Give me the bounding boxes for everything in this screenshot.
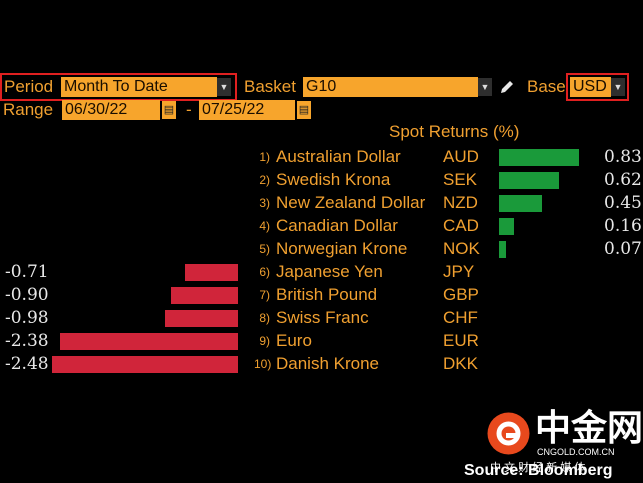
currency-name: Swiss Franc bbox=[276, 308, 369, 327]
brand-logo-icon bbox=[487, 412, 530, 455]
currency-name: British Pound bbox=[276, 285, 378, 304]
bar-value-label: 0.16 bbox=[604, 216, 642, 236]
range-separator: - bbox=[186, 100, 192, 119]
currency-code: DKK bbox=[443, 354, 478, 373]
currency-name: Euro bbox=[276, 331, 312, 350]
bar-value-label: 0.83 bbox=[604, 147, 642, 167]
bar-value-label: -0.90 bbox=[5, 285, 49, 305]
bar bbox=[499, 241, 506, 258]
bar-value-label: 0.07 bbox=[604, 239, 642, 259]
currency-code: CHF bbox=[443, 308, 478, 327]
calendar-end-icon[interactable]: ▤ bbox=[297, 101, 311, 119]
currency-name: Japanese Yen bbox=[276, 262, 383, 281]
period-label: Period bbox=[4, 77, 54, 96]
row-rank: 8) bbox=[259, 311, 270, 325]
currency-code: EUR bbox=[443, 331, 479, 350]
currency-code: NOK bbox=[443, 239, 480, 258]
row-rank: 10) bbox=[254, 357, 272, 371]
currency-code: NZD bbox=[443, 193, 478, 212]
base-dropdown-icon[interactable]: ▼ bbox=[611, 78, 625, 96]
brand-tagline: 中 文 财 经 新 媒 体 bbox=[490, 462, 586, 474]
bar bbox=[499, 149, 579, 166]
currency-name: Danish Krone bbox=[276, 354, 380, 373]
basket-label: Basket bbox=[244, 77, 296, 96]
bar-value-label: -0.98 bbox=[5, 308, 49, 328]
currency-code: SEK bbox=[443, 170, 478, 189]
bar-value-label: 0.45 bbox=[604, 193, 642, 213]
range-end-input[interactable]: 07/25/22 bbox=[199, 100, 295, 120]
calendar-start-icon[interactable]: ▤ bbox=[162, 101, 176, 119]
bar bbox=[184, 264, 238, 281]
bar bbox=[59, 333, 238, 350]
brand-name: 中金网 bbox=[535, 407, 643, 448]
period-select[interactable]: Month To Date bbox=[61, 77, 217, 97]
bar-value-label: -2.38 bbox=[5, 331, 49, 351]
currency-name: Norwegian Krone bbox=[276, 239, 408, 258]
currency-code: JPY bbox=[443, 262, 475, 281]
row-rank: 4) bbox=[259, 219, 270, 233]
currency-code: CAD bbox=[443, 216, 479, 235]
currency-code: AUD bbox=[443, 147, 479, 166]
currency-name: Australian Dollar bbox=[276, 147, 401, 166]
bar bbox=[499, 218, 515, 235]
range-label: Range bbox=[3, 100, 54, 119]
basket-select[interactable]: G10 bbox=[303, 77, 478, 97]
brand-logo bbox=[486, 411, 531, 456]
row-rank: 5) bbox=[259, 242, 270, 256]
bar-value-label: -0.71 bbox=[5, 262, 49, 282]
row-rank: 7) bbox=[259, 288, 270, 302]
bar bbox=[170, 287, 238, 304]
bar bbox=[499, 172, 559, 189]
row-rank: 2) bbox=[259, 173, 270, 187]
base-control bbox=[566, 73, 629, 101]
base-label: Base bbox=[527, 77, 566, 96]
row-rank: 6) bbox=[259, 265, 270, 279]
brand-domain: CNGOLD.COM.CN bbox=[537, 447, 615, 457]
period-dropdown-icon[interactable]: ▼ bbox=[217, 78, 231, 96]
row-rank: 3) bbox=[259, 196, 270, 210]
pencil-icon[interactable] bbox=[499, 79, 515, 95]
currency-name: New Zealand Dollar bbox=[276, 193, 426, 212]
bar bbox=[164, 310, 238, 327]
bar-value-label: 0.62 bbox=[604, 170, 642, 190]
currency-name: Canadian Dollar bbox=[276, 216, 398, 235]
source-credit: Source: Bloomberg bbox=[464, 462, 613, 479]
range-start-input[interactable]: 06/30/22 bbox=[62, 100, 160, 120]
base-select[interactable]: USD bbox=[570, 77, 611, 97]
basket-dropdown-icon[interactable]: ▼ bbox=[478, 78, 492, 96]
row-rank: 9) bbox=[259, 334, 270, 348]
bar bbox=[52, 356, 238, 373]
chart-title: Spot Returns (%) bbox=[389, 122, 520, 141]
row-rank: 1) bbox=[259, 150, 270, 164]
currency-name: Swedish Krona bbox=[276, 170, 391, 189]
bar-value-label: -2.48 bbox=[5, 354, 49, 374]
bar bbox=[499, 195, 543, 212]
currency-code: GBP bbox=[443, 285, 479, 304]
